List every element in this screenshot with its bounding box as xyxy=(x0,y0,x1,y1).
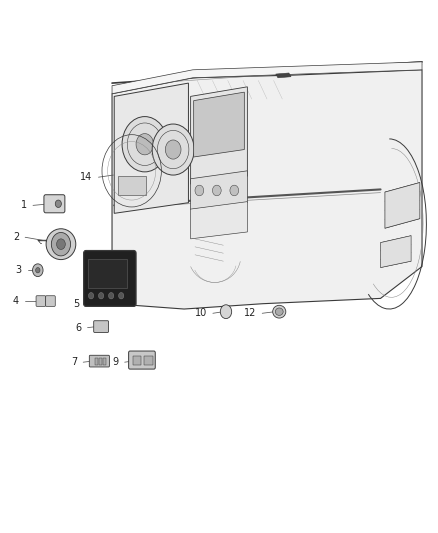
Circle shape xyxy=(122,117,167,172)
Circle shape xyxy=(230,185,239,196)
Circle shape xyxy=(212,185,221,196)
Circle shape xyxy=(57,239,65,249)
Polygon shape xyxy=(191,201,247,239)
FancyBboxPatch shape xyxy=(36,296,46,306)
Polygon shape xyxy=(194,92,244,157)
Ellipse shape xyxy=(276,308,283,316)
Bar xyxy=(133,357,141,365)
Text: 12: 12 xyxy=(244,308,256,318)
Text: 4: 4 xyxy=(13,296,19,306)
Circle shape xyxy=(195,185,204,196)
Bar xyxy=(88,259,127,288)
FancyBboxPatch shape xyxy=(84,251,136,306)
Text: 14: 14 xyxy=(80,172,92,182)
FancyBboxPatch shape xyxy=(129,351,155,369)
Circle shape xyxy=(99,293,104,299)
Circle shape xyxy=(152,124,194,175)
Bar xyxy=(145,357,153,365)
Polygon shape xyxy=(191,171,247,209)
Text: 6: 6 xyxy=(75,322,81,333)
Polygon shape xyxy=(191,87,247,184)
FancyBboxPatch shape xyxy=(44,195,65,213)
Bar xyxy=(99,358,102,365)
Polygon shape xyxy=(385,182,420,228)
Circle shape xyxy=(32,264,43,277)
Text: 5: 5 xyxy=(73,298,79,309)
Ellipse shape xyxy=(46,229,76,260)
Polygon shape xyxy=(276,73,291,78)
FancyBboxPatch shape xyxy=(94,321,109,333)
Text: 1: 1 xyxy=(21,200,27,211)
Ellipse shape xyxy=(273,305,286,318)
FancyBboxPatch shape xyxy=(46,296,55,306)
Polygon shape xyxy=(381,236,411,268)
Circle shape xyxy=(109,293,114,299)
Circle shape xyxy=(165,140,181,159)
FancyBboxPatch shape xyxy=(89,356,110,367)
Polygon shape xyxy=(112,70,422,309)
Circle shape xyxy=(220,305,232,319)
Text: 9: 9 xyxy=(113,357,119,367)
Bar xyxy=(103,358,106,365)
Circle shape xyxy=(136,134,153,155)
Bar xyxy=(118,176,146,195)
Circle shape xyxy=(35,268,40,273)
Circle shape xyxy=(55,200,61,207)
Polygon shape xyxy=(112,62,422,94)
Text: 7: 7 xyxy=(71,357,77,367)
Circle shape xyxy=(51,232,71,256)
Polygon shape xyxy=(114,83,188,213)
Text: 2: 2 xyxy=(13,232,19,243)
Text: 3: 3 xyxy=(15,265,21,275)
Bar xyxy=(95,358,98,365)
Circle shape xyxy=(88,293,94,299)
Text: 10: 10 xyxy=(194,308,207,318)
Circle shape xyxy=(119,293,124,299)
